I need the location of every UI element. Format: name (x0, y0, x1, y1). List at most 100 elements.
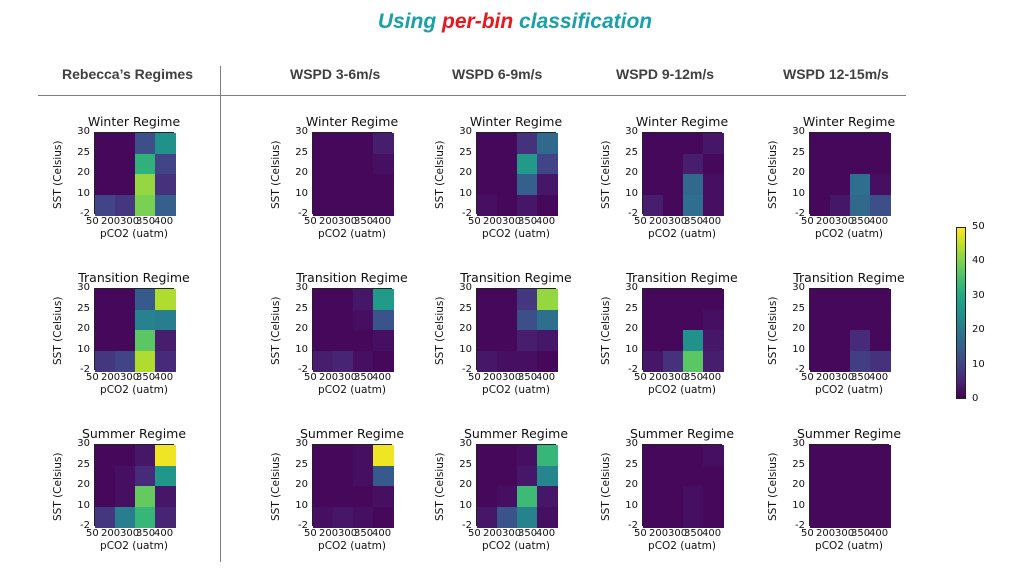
heatmap-cell (333, 445, 354, 466)
heatmap-cell (537, 309, 558, 331)
y-tick-label: -2 (628, 520, 638, 531)
y-tick-label: -2 (462, 520, 472, 531)
heatmap-cell (95, 465, 116, 487)
heatmap-cell (115, 194, 136, 216)
heatmap-plot (642, 132, 724, 216)
heatmap-cell (683, 330, 704, 351)
heatmap-cell (850, 174, 871, 195)
x-axis-label: pCO2 (uatm) (815, 384, 883, 396)
heatmap-cell (663, 350, 684, 372)
heatmap-cell (683, 445, 704, 466)
x-tick-label: 50 (468, 528, 481, 539)
x-tick-label: 200 (816, 528, 836, 539)
x-tick-label: 350 (136, 372, 156, 383)
y-tick-label: 30 (295, 438, 308, 449)
y-axis-label: SST (Celsius) (270, 452, 282, 522)
y-axis-label: SST (Celsius) (767, 296, 779, 366)
heatmap-cell (333, 153, 354, 175)
heatmap-cell (663, 133, 684, 154)
heatmap-cell (477, 133, 498, 154)
heatmap-cell (537, 465, 558, 487)
y-tick-label: 30 (792, 438, 805, 449)
x-tick-label: 350 (684, 216, 704, 227)
heatmap-panel: Summer Regime 30 25 20 10 -2 50 200 300 350 400 pCO… (258, 424, 413, 566)
x-tick-label: 200 (101, 528, 121, 539)
x-axis-label: pCO2 (uatm) (482, 540, 550, 552)
heatmap-cell (155, 486, 176, 507)
y-tick-label: 30 (792, 126, 805, 137)
heatmap-cell (115, 330, 136, 351)
y-tick-label: 30 (77, 282, 90, 293)
heatmap-cell (353, 350, 374, 372)
heatmap-cell (135, 133, 156, 154)
heatmap-cell (703, 174, 724, 195)
x-tick-label: 300 (120, 372, 140, 383)
heatmap-cell (353, 174, 374, 195)
y-tick-label: 20 (459, 167, 472, 178)
heatmap-cell (333, 309, 354, 331)
y-tick-label: 30 (459, 282, 472, 293)
heatmap-cell (810, 194, 831, 216)
y-tick-label: 20 (792, 167, 805, 178)
heatmap-cell (135, 506, 156, 528)
colorbar-tick-label: 30 (972, 289, 985, 301)
x-tick-label: 350 (354, 216, 374, 227)
x-tick-label: 50 (634, 372, 647, 383)
heatmap-cell (155, 309, 176, 331)
heatmap-cell (313, 133, 334, 154)
heatmap-cell (373, 445, 394, 466)
heatmap-cell (870, 330, 891, 351)
heatmap-plot (642, 444, 724, 528)
y-tick-label: 10 (625, 187, 638, 199)
heatmap-cell (683, 174, 704, 195)
heatmap-cell (830, 174, 851, 195)
heatmap-cell (115, 486, 136, 507)
x-tick-label: 300 (502, 372, 522, 383)
y-tick-label: 20 (459, 479, 472, 490)
heatmap-cell (497, 445, 518, 466)
panel-title: Winter Regime (802, 114, 896, 129)
x-axis-label: pCO2 (uatm) (648, 228, 716, 240)
x-tick-label: 400 (154, 216, 174, 227)
heatmap-cell (870, 153, 891, 175)
x-tick-label: 50 (304, 528, 317, 539)
x-tick-label: 200 (101, 216, 121, 227)
x-axis-label: pCO2 (uatm) (100, 228, 168, 240)
heatmap-plot (94, 132, 176, 216)
y-tick-label: -2 (795, 208, 805, 219)
heatmap-cell (537, 133, 558, 154)
heatmap-panel: Summer Regime 30 25 20 10 -2 50 200 300 350 400 pCO… (40, 424, 195, 566)
heatmap-cell (373, 174, 394, 195)
heatmap-cell (830, 133, 851, 154)
heatmap-cell (850, 289, 871, 310)
colorbar-tick-label: 40 (972, 255, 985, 267)
heatmap-cell (477, 330, 498, 351)
y-tick-label: 20 (295, 479, 308, 490)
x-tick-label: 300 (835, 528, 855, 539)
heatmap-cell (663, 289, 684, 310)
x-tick-label: 400 (869, 372, 889, 383)
heatmap-cell (353, 289, 374, 310)
heatmap-cell (155, 133, 176, 154)
heatmap-cell (155, 350, 176, 372)
heatmap-cell (313, 506, 334, 528)
heatmap-cell (333, 174, 354, 195)
x-axis-label: pCO2 (uatm) (482, 228, 550, 240)
heatmap-panel: Winter Regime 30 25 20 10 -2 50 200 300 350 400 pCO… (422, 112, 577, 254)
y-tick-label: 30 (295, 282, 308, 293)
heatmap-cell (497, 465, 518, 487)
heatmap-cell (850, 445, 871, 466)
y-tick-label: 10 (792, 343, 805, 355)
x-axis-label: pCO2 (uatm) (648, 540, 716, 552)
heatmap-cell (683, 133, 704, 154)
heatmap-cell (313, 465, 334, 487)
heatmap-cell (683, 350, 704, 372)
x-axis-label: pCO2 (uatm) (318, 540, 386, 552)
heatmap-cell (517, 486, 538, 507)
y-axis-label: SST (Celsius) (767, 140, 779, 210)
heatmap-cell (830, 153, 851, 175)
heatmap-plot (476, 132, 558, 216)
heatmap-cell (830, 350, 851, 372)
header-divider (38, 95, 906, 96)
heatmap-cell (135, 153, 156, 175)
